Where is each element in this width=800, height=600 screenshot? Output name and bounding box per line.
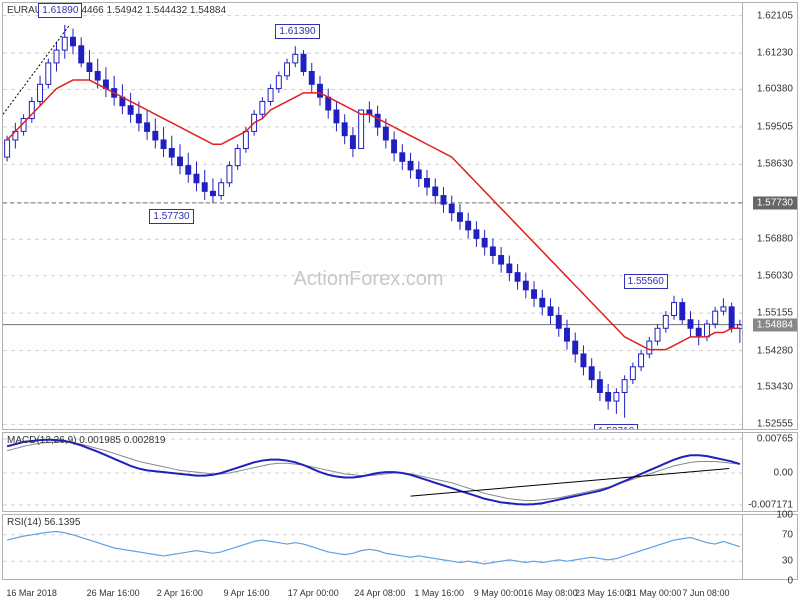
- x-tick: 1 May 16:00: [414, 588, 464, 598]
- y-tick: 1.62105: [757, 10, 793, 21]
- x-tick: 9 May 00:00: [474, 588, 524, 598]
- macd-panel: MACD(12,26,9) 0.001985 0.002819 -0.00717…: [2, 432, 798, 512]
- x-tick: 24 Apr 08:00: [354, 588, 405, 598]
- y-tick: 0.00765: [757, 434, 793, 445]
- x-tick: 2 Apr 16:00: [157, 588, 203, 598]
- y-tick: 0: [787, 576, 793, 587]
- x-tick: 17 Apr 00:00: [288, 588, 339, 598]
- time-x-axis: 16 Mar 2018 26 Mar 16:00 2 Apr 16:00 9 Apr …: [2, 582, 743, 600]
- y-tick: 0.00: [774, 468, 793, 479]
- price-callout: 1.55560: [624, 274, 668, 289]
- rsi-header: RSI(14) 56.1395: [7, 517, 80, 528]
- y-tick: 70: [782, 529, 793, 540]
- y-tick: 1.55155: [757, 308, 793, 319]
- y-tick: 30: [782, 556, 793, 567]
- price-y-axis: 1.52555 1.53430 1.54280 1.55155 1.56030 1.568…: [742, 3, 797, 429]
- y-tick: 1.56030: [757, 270, 793, 281]
- x-tick: 23 May 16:00: [575, 588, 630, 598]
- ref-price-label: 1.57730: [753, 196, 797, 209]
- price-callout: 1.57730: [149, 209, 193, 224]
- price-svg: [3, 3, 742, 429]
- x-tick: 31 May 00:00: [627, 588, 682, 598]
- macd-y-axis: -0.0071710.000.00765: [742, 433, 797, 511]
- y-tick: 1.52555: [757, 419, 793, 430]
- x-tick: 26 Mar 16:00: [87, 588, 140, 598]
- rsi-plot-area[interactable]: [3, 515, 742, 579]
- macd-header: MACD(12,26,9) 0.001985 0.002819: [7, 435, 165, 446]
- x-tick: 16 Mar 2018: [6, 588, 57, 598]
- price-plot-area[interactable]: 1.61890 1.61390 1.57730 1.55560 1.52710: [3, 3, 742, 429]
- rsi-panel: RSI(14) 56.1395 03070100: [2, 514, 798, 580]
- x-tick: 9 Apr 16:00: [223, 588, 269, 598]
- x-tick: 7 Jun 08:00: [682, 588, 729, 598]
- y-tick: 1.60380: [757, 84, 793, 95]
- y-tick: 1.53430: [757, 381, 793, 392]
- x-tick: 16 May 08:00: [523, 588, 578, 598]
- rsi-y-axis: 03070100: [742, 515, 797, 579]
- price-callout: 1.61890: [38, 3, 82, 18]
- y-tick: 1.56880: [757, 234, 793, 245]
- price-callout: 1.52710: [594, 424, 638, 429]
- price-chart-panel: EURAUD,H4 1.54466 1.54942 1.544432 1.548…: [2, 2, 798, 430]
- y-tick: 1.61230: [757, 48, 793, 59]
- last-price-label: 1.54884: [753, 318, 797, 331]
- rsi-svg: [3, 515, 742, 579]
- y-tick: 1.58630: [757, 159, 793, 170]
- y-tick: 1.59505: [757, 121, 793, 132]
- y-tick: 100: [776, 510, 793, 521]
- price-callout: 1.61390: [275, 24, 319, 39]
- y-tick: 1.54280: [757, 345, 793, 356]
